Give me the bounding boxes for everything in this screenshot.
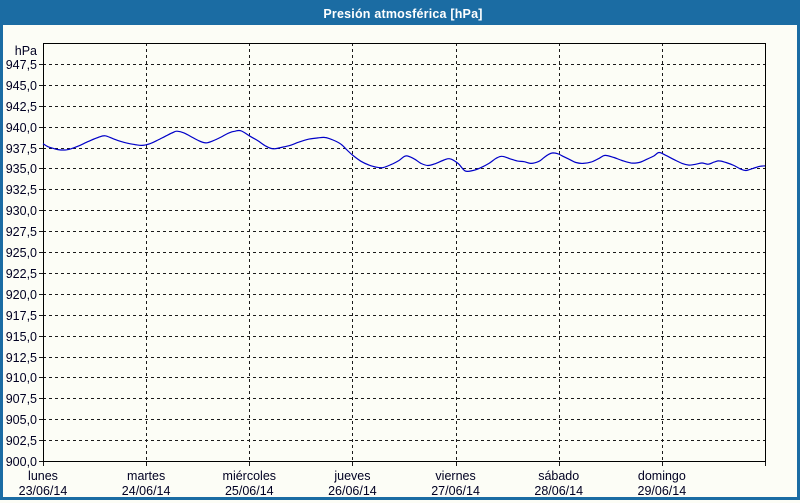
x-day-name: viernes [435, 469, 475, 483]
y-gridlines [43, 64, 765, 441]
x-day-name: miércoles [223, 469, 277, 483]
y-tick-label: 902,5 [6, 434, 37, 448]
x-day-date: 24/06/14 [122, 484, 171, 498]
y-tick-label: 910,0 [6, 371, 37, 385]
y-tick-label: 947,5 [6, 58, 37, 72]
plot-border [43, 43, 766, 462]
x-day-date: 28/06/14 [534, 484, 583, 498]
y-tick-label: 945,0 [6, 79, 37, 93]
y-tick-label: 907,5 [6, 392, 37, 406]
x-gridlines [146, 43, 663, 461]
y-tick-label: 922,5 [6, 267, 37, 281]
y-tick-label: 900,0 [6, 455, 37, 469]
x-day-name: sábado [538, 469, 579, 483]
y-axis-labels: 947,5 945,0 942,5 940,0 937,5 935,0 932,5 930,0… [6, 44, 37, 469]
x-day-date: 27/06/14 [431, 484, 480, 498]
y-tick-label: 925,0 [6, 246, 37, 260]
x-day-name: martes [127, 469, 165, 483]
y-tick-label: 935,0 [6, 162, 37, 176]
y-tick-label: 917,5 [6, 309, 37, 323]
x-day-date: 25/06/14 [225, 484, 274, 498]
x-day-date: 26/06/14 [328, 484, 377, 498]
x-day-date: 23/06/14 [19, 484, 68, 498]
y-axis-unit-label: hPa [15, 44, 37, 58]
y-tick-label: 927,5 [6, 225, 37, 239]
x-day-date: 29/06/14 [638, 484, 687, 498]
title-bar: Presión atmosférica [hPa] [3, 3, 800, 25]
y-tick-label: 915,0 [6, 330, 37, 344]
x-day-name: domingo [638, 469, 686, 483]
axis-ticks [39, 64, 766, 466]
y-tick-label: 920,0 [6, 288, 37, 302]
y-tick-label: 942,5 [6, 100, 37, 114]
chart-title: Presión atmosférica [hPa] [323, 7, 483, 21]
pressure-chart: 947,5 945,0 942,5 940,0 937,5 935,0 932,5 930,0… [6, 43, 766, 498]
pressure-line [42, 129, 766, 173]
x-day-name: jueves [333, 469, 370, 483]
x-day-name: lunes [28, 469, 58, 483]
y-tick-label: 932,5 [6, 183, 37, 197]
y-tick-label: 905,0 [6, 413, 37, 427]
y-tick-label: 930,0 [6, 204, 37, 218]
y-tick-label: 912,5 [6, 351, 37, 365]
y-tick-label: 940,0 [6, 121, 37, 135]
y-tick-label: 937,5 [6, 142, 37, 156]
